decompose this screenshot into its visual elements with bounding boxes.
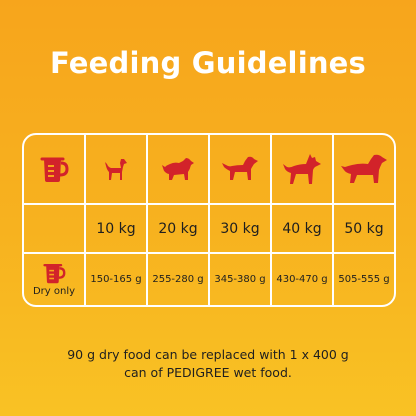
- divider: [24, 252, 394, 254]
- weight-cell: 10 kg: [86, 205, 148, 252]
- large-dog-icon: [334, 135, 394, 203]
- weight-cell: 30 kg: [210, 205, 272, 252]
- medium-dog-icon: [148, 135, 210, 203]
- amount-cell: 255-280 g: [148, 254, 210, 305]
- measuring-cup-icon: [42, 262, 66, 284]
- setter-dog-icon: [210, 135, 272, 203]
- amount-cell: 150-165 g: [86, 254, 148, 305]
- footer-line: 90 g dry food can be replaced with 1 x 4…: [67, 347, 349, 362]
- dry-only-cell: Dry only: [24, 254, 86, 305]
- amount-cell: 345-380 g: [210, 254, 272, 305]
- table-row: 10 kg 20 kg 30 kg 40 kg 50 kg: [24, 205, 394, 252]
- shepherd-dog-icon: [272, 135, 334, 203]
- small-dog-icon: [86, 135, 148, 203]
- measuring-cup-icon: [24, 135, 86, 203]
- table-row: [24, 135, 394, 203]
- amount-cell: 505-555 g: [338, 274, 390, 285]
- table-row: Dry only 150-165 g 255-280 g 345-380 g 4…: [24, 254, 394, 305]
- footer-line: can of PEDIGREE wet food.: [124, 365, 292, 380]
- weight-cell: 40 kg: [272, 205, 334, 252]
- empty-cell: [24, 205, 86, 252]
- footer-note: 90 g dry food can be replaced with 1 x 4…: [0, 346, 416, 382]
- weight-cell: 20 kg: [148, 205, 210, 252]
- page-title: Feeding Guidelines: [49, 46, 367, 80]
- amount-cell: 430-470 g: [272, 254, 334, 305]
- dry-only-label: Dry only: [32, 286, 76, 297]
- feeding-table: 10 kg 20 kg 30 kg 40 kg 50 kg Dry only 1…: [22, 133, 396, 307]
- divider: [24, 203, 394, 205]
- weight-cell: 50 kg: [344, 220, 384, 237]
